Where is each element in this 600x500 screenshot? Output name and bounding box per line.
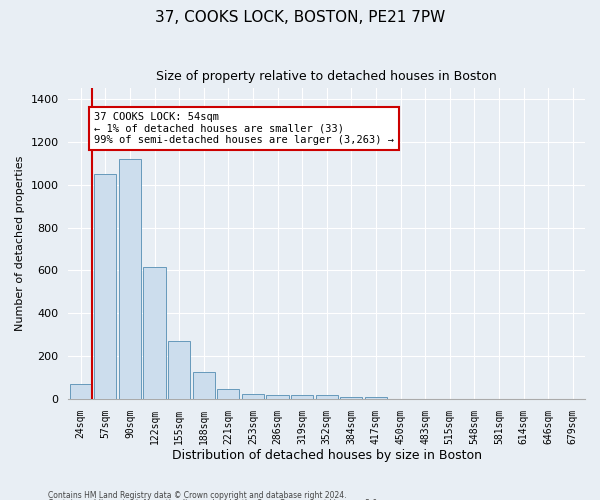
Y-axis label: Number of detached properties: Number of detached properties bbox=[15, 156, 25, 332]
Bar bbox=[94, 174, 116, 399]
Bar bbox=[316, 394, 338, 399]
Bar bbox=[365, 397, 387, 399]
Title: Size of property relative to detached houses in Boston: Size of property relative to detached ho… bbox=[157, 70, 497, 83]
Bar bbox=[193, 372, 215, 399]
Bar bbox=[266, 394, 289, 399]
Bar bbox=[119, 159, 141, 399]
Bar bbox=[340, 398, 362, 399]
X-axis label: Distribution of detached houses by size in Boston: Distribution of detached houses by size … bbox=[172, 450, 482, 462]
Text: Contains HM Land Registry data © Crown copyright and database right 2024.: Contains HM Land Registry data © Crown c… bbox=[48, 490, 347, 500]
Text: 37 COOKS LOCK: 54sqm
← 1% of detached houses are smaller (33)
99% of semi-detach: 37 COOKS LOCK: 54sqm ← 1% of detached ho… bbox=[94, 112, 394, 145]
Text: 37, COOKS LOCK, BOSTON, PE21 7PW: 37, COOKS LOCK, BOSTON, PE21 7PW bbox=[155, 10, 445, 25]
Bar bbox=[217, 388, 239, 399]
Bar bbox=[143, 267, 166, 399]
Bar bbox=[242, 394, 264, 399]
Bar bbox=[168, 341, 190, 399]
Bar bbox=[291, 395, 313, 399]
Bar bbox=[70, 384, 92, 399]
